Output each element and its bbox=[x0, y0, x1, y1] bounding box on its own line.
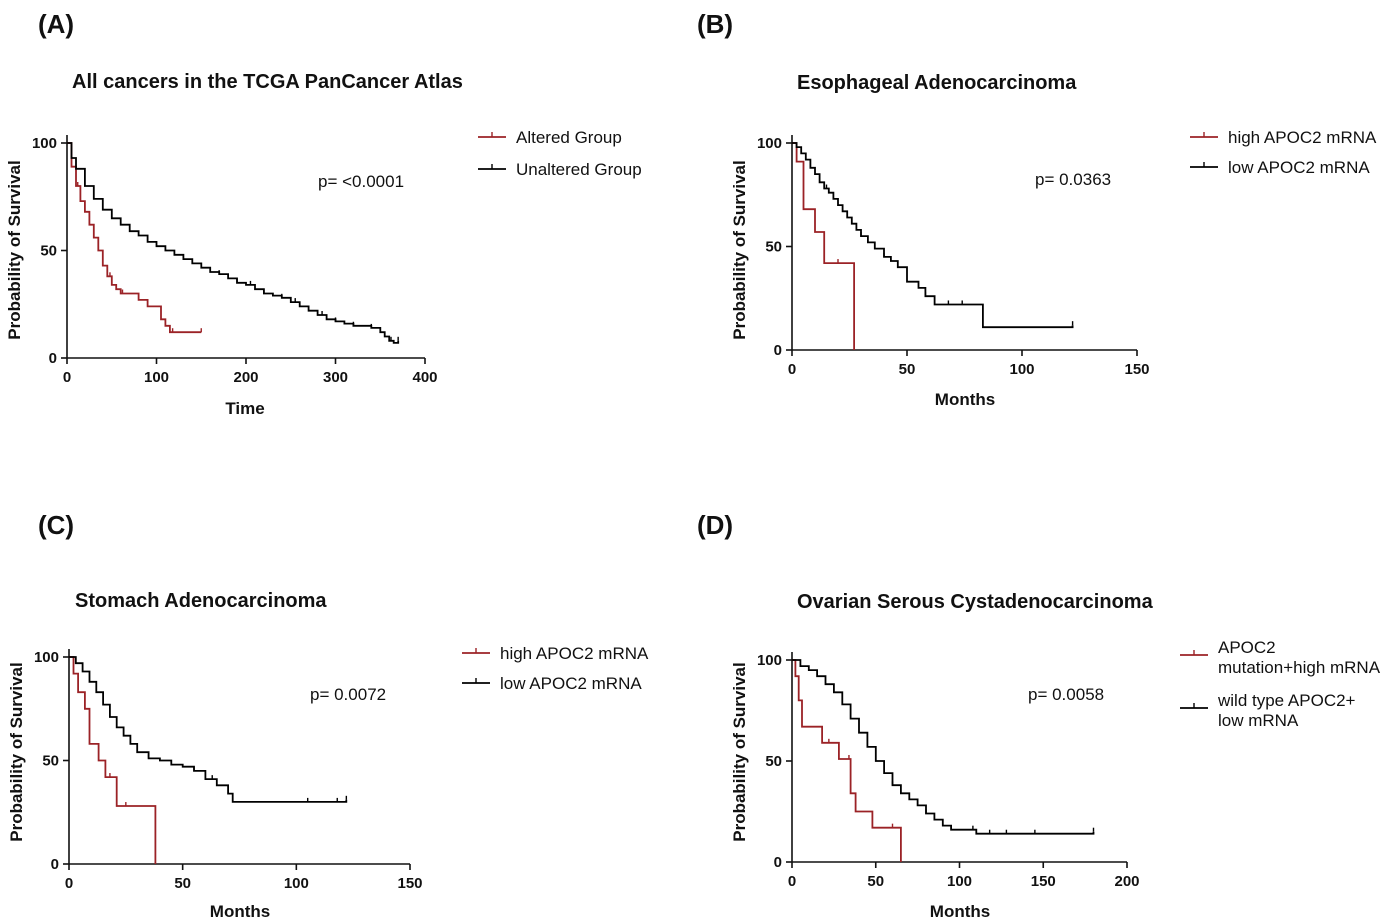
y-tick-label: 100 bbox=[757, 652, 782, 669]
legend-label: APOC2 mutation+high mRNA bbox=[1218, 638, 1381, 677]
x-tick-label: 50 bbox=[867, 873, 884, 890]
panel-label: (A) bbox=[38, 9, 74, 39]
y-axis-title: Probability of Survival bbox=[5, 160, 24, 340]
x-tick-label: 50 bbox=[899, 361, 916, 378]
legend-label: low APOC2 mRNA bbox=[1228, 158, 1370, 177]
x-tick-label: 150 bbox=[1124, 361, 1149, 378]
y-tick-label: 50 bbox=[765, 239, 782, 256]
legend-label: wild type APOC2+ low mRNA bbox=[1217, 691, 1356, 730]
x-tick-label: 100 bbox=[144, 369, 169, 386]
panel-d: (D) Ovarian Serous Cystadenocarcinoma 0 50 1… bbox=[697, 510, 1381, 921]
y-tick-label: 50 bbox=[40, 243, 57, 260]
x-tick-label: 0 bbox=[63, 369, 71, 386]
chart-title: Stomach Adenocarcinoma bbox=[75, 590, 327, 612]
y-tick-label: 100 bbox=[757, 135, 782, 152]
series-line-1 bbox=[69, 656, 157, 864]
y-tick-label: 50 bbox=[42, 753, 59, 770]
p-value: p= 0.0058 bbox=[1028, 685, 1104, 704]
chart-title: Esophageal Adenocarcinoma bbox=[797, 72, 1077, 94]
x-axis-title: Months bbox=[210, 902, 270, 921]
chart-title: All cancers in the TCGA PanCancer Atlas bbox=[72, 71, 463, 93]
x-tick-label: 50 bbox=[174, 875, 191, 892]
p-value: p= <0.0001 bbox=[318, 172, 404, 191]
y-tick-label: 0 bbox=[49, 350, 57, 367]
x-tick-label: 300 bbox=[323, 369, 348, 386]
y-tick-label: 0 bbox=[51, 856, 59, 873]
x-tick-label: 100 bbox=[1009, 361, 1034, 378]
legend-label-line: APOC2 bbox=[1218, 638, 1276, 657]
x-tick-label: 0 bbox=[788, 361, 796, 378]
x-axis-title: Months bbox=[930, 902, 990, 921]
series-line-1 bbox=[67, 142, 202, 334]
y-tick-label: 0 bbox=[774, 854, 782, 871]
x-tick-label: 100 bbox=[284, 875, 309, 892]
chart-title: Ovarian Serous Cystadenocarcinoma bbox=[797, 591, 1154, 613]
panel-c: (C) Stomach Adenocarcinoma 0 50 100 150 0 50 100… bbox=[7, 510, 649, 921]
y-axis-title: Probability of Survival bbox=[7, 662, 26, 842]
x-tick-label: 0 bbox=[788, 873, 796, 890]
y-tick-label: 50 bbox=[765, 753, 782, 770]
p-value: p= 0.0072 bbox=[310, 685, 386, 704]
y-tick-label: 100 bbox=[32, 135, 57, 152]
legend-label-line: low mRNA bbox=[1218, 711, 1299, 730]
legend-label: high APOC2 mRNA bbox=[500, 644, 649, 663]
x-tick-label: 200 bbox=[1114, 873, 1139, 890]
legend-label: Unaltered Group bbox=[516, 160, 642, 179]
series-line-2 bbox=[69, 656, 348, 803]
y-tick-label: 100 bbox=[34, 649, 59, 666]
panel-b: (B) Esophageal Adenocarcinoma 0 50 100 150 0 50… bbox=[697, 9, 1377, 409]
p-value: p= 0.0363 bbox=[1035, 170, 1111, 189]
series-line-1 bbox=[792, 659, 902, 862]
legend-label: low APOC2 mRNA bbox=[500, 674, 642, 693]
legend-label-line: mutation+high mRNA bbox=[1218, 658, 1381, 677]
panel-a: (A) All cancers in the TCGA PanCancer Atl… bbox=[5, 9, 642, 418]
panel-label: (B) bbox=[697, 9, 733, 39]
panel-label: (C) bbox=[38, 510, 74, 540]
series-line-1 bbox=[792, 142, 855, 350]
x-tick-label: 200 bbox=[233, 369, 258, 386]
legend-label-line: wild type APOC2+ bbox=[1217, 691, 1356, 710]
x-axis-title: Months bbox=[935, 390, 995, 409]
y-axis-title: Probability of Survival bbox=[730, 662, 749, 842]
x-tick-label: 400 bbox=[412, 369, 437, 386]
x-tick-label: 0 bbox=[65, 875, 73, 892]
panel-label: (D) bbox=[697, 510, 733, 540]
legend-label: high APOC2 mRNA bbox=[1228, 128, 1377, 147]
series-line-2 bbox=[792, 659, 1095, 835]
x-tick-label: 100 bbox=[947, 873, 972, 890]
x-tick-label: 150 bbox=[397, 875, 422, 892]
x-tick-label: 150 bbox=[1031, 873, 1056, 890]
x-axis-title: Time bbox=[225, 399, 264, 418]
legend-label: Altered Group bbox=[516, 128, 622, 147]
y-tick-label: 0 bbox=[774, 342, 782, 359]
series-line-2 bbox=[792, 142, 1074, 329]
y-axis-title: Probability of Survival bbox=[730, 160, 749, 340]
